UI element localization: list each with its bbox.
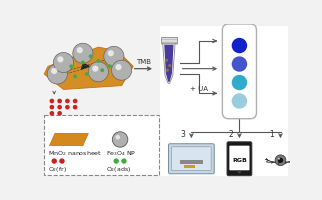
Circle shape [89,54,92,58]
Text: 1: 1 [270,130,274,139]
Text: O$_2$(ads): O$_2$(ads) [106,165,131,174]
Circle shape [232,75,247,90]
Text: + UA: + UA [190,86,208,92]
Circle shape [278,158,280,160]
Polygon shape [44,47,133,89]
Circle shape [53,52,73,73]
Text: 3: 3 [180,130,185,139]
Circle shape [232,38,247,53]
Circle shape [85,72,89,76]
Circle shape [51,68,57,74]
FancyBboxPatch shape [161,37,177,43]
Circle shape [232,56,247,72]
Circle shape [121,158,127,164]
Circle shape [168,64,171,67]
Circle shape [92,66,99,72]
FancyBboxPatch shape [223,24,257,119]
Circle shape [104,46,124,66]
Polygon shape [50,133,88,146]
Text: 2: 2 [229,130,233,139]
Circle shape [73,74,77,78]
Circle shape [57,105,62,109]
Circle shape [47,64,67,84]
Bar [184,165,195,168]
Text: Fe$_3$O$_4$ NP: Fe$_3$O$_4$ NP [106,149,137,158]
Circle shape [115,64,122,70]
Circle shape [65,99,70,103]
FancyBboxPatch shape [172,147,211,171]
Circle shape [108,64,112,68]
Circle shape [77,47,83,53]
Circle shape [59,158,65,164]
Circle shape [165,59,168,62]
Circle shape [65,105,70,109]
FancyBboxPatch shape [227,142,252,176]
Circle shape [50,105,54,109]
Circle shape [88,62,109,82]
Circle shape [96,59,100,63]
Circle shape [73,99,78,103]
Text: MnO$_2$ nanosheet: MnO$_2$ nanosheet [48,149,102,158]
Circle shape [52,158,57,164]
Circle shape [112,132,128,147]
Circle shape [57,56,63,63]
Circle shape [278,158,283,163]
Circle shape [100,68,104,72]
Circle shape [238,170,241,173]
Polygon shape [80,62,90,70]
Circle shape [232,93,247,109]
Circle shape [69,64,73,68]
Circle shape [111,60,132,80]
Circle shape [50,99,54,103]
Circle shape [57,111,62,116]
Circle shape [115,135,120,140]
Circle shape [57,99,62,103]
FancyBboxPatch shape [44,115,159,175]
Circle shape [73,43,93,63]
Text: RGB: RGB [232,158,247,163]
Circle shape [113,158,119,164]
Polygon shape [164,45,174,82]
Circle shape [81,61,85,64]
FancyBboxPatch shape [168,144,214,174]
FancyBboxPatch shape [160,26,288,176]
Circle shape [108,50,114,56]
Text: O$_2$(fr): O$_2$(fr) [48,165,67,174]
Circle shape [166,69,169,72]
Circle shape [275,155,286,166]
Polygon shape [163,43,175,83]
Circle shape [50,111,54,116]
Text: TMB: TMB [136,59,151,65]
Bar [180,160,203,164]
FancyBboxPatch shape [229,146,250,170]
Circle shape [73,105,78,109]
